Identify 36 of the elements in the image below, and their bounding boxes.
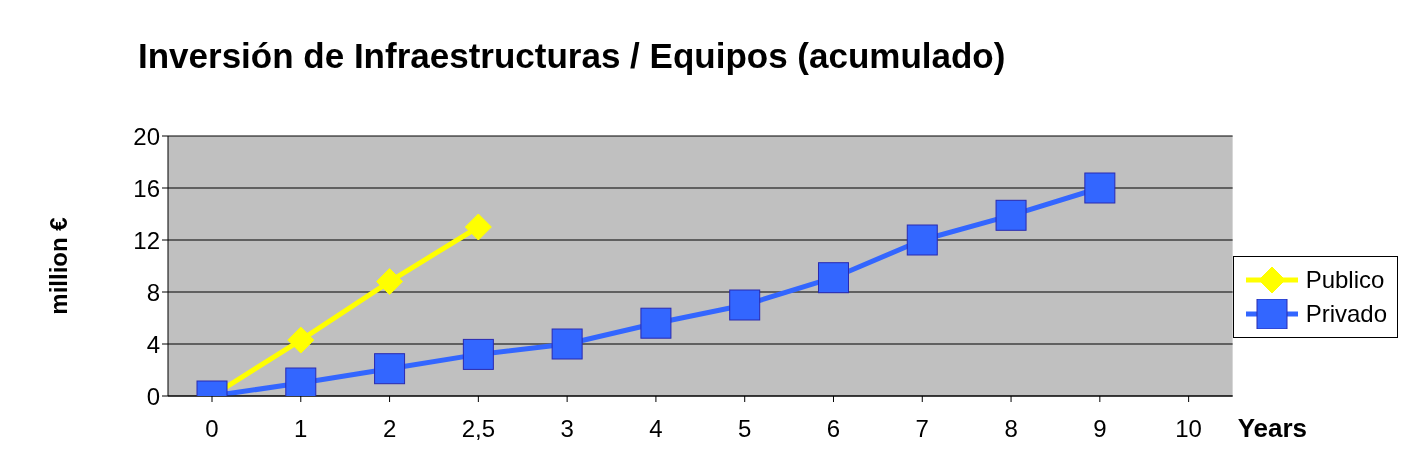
point (551, 328, 583, 360)
point (995, 199, 1027, 231)
y-tick-label: 4 (146, 330, 160, 358)
point (729, 289, 761, 321)
x-tick-label: 10 (1175, 415, 1202, 443)
point (817, 262, 849, 294)
point (462, 338, 494, 370)
x-tick-label: 8 (1004, 415, 1018, 443)
legend-label: Publico (1305, 265, 1385, 295)
x-tick-label: 2 (382, 415, 397, 443)
point (285, 367, 317, 396)
x-tick-label: 3 (560, 415, 574, 443)
x-tick-label: 4 (649, 415, 663, 443)
x-tick-label: 7 (915, 415, 929, 443)
x-tick-label: 5 (738, 415, 752, 443)
point (1084, 172, 1116, 204)
y-tick-label: 16 (133, 174, 160, 202)
x-tick-label: 9 (1093, 415, 1107, 443)
point (287, 326, 315, 354)
y-tick-label: 8 (146, 278, 160, 306)
x-tick-label: 6 (826, 415, 841, 443)
point (374, 353, 406, 385)
y-tick-label: 12 (133, 226, 160, 254)
x-axis-title: Years (1237, 413, 1308, 444)
x-tick-label: 0 (205, 415, 219, 443)
x-tick-label: 1 (294, 415, 308, 443)
y-tick-label: 0 (146, 382, 160, 410)
point (464, 213, 492, 241)
point (906, 224, 938, 256)
y-tick-label: 20 (133, 122, 160, 150)
chart-title: Inversión de Infraestructuras / Equipos (acumulado) (138, 36, 1006, 76)
x-tick-label: 2,5 (461, 415, 496, 443)
y-axis-title: million € (44, 217, 72, 315)
point (640, 307, 672, 339)
legend-label: Privado (1305, 299, 1387, 329)
point (376, 268, 404, 296)
